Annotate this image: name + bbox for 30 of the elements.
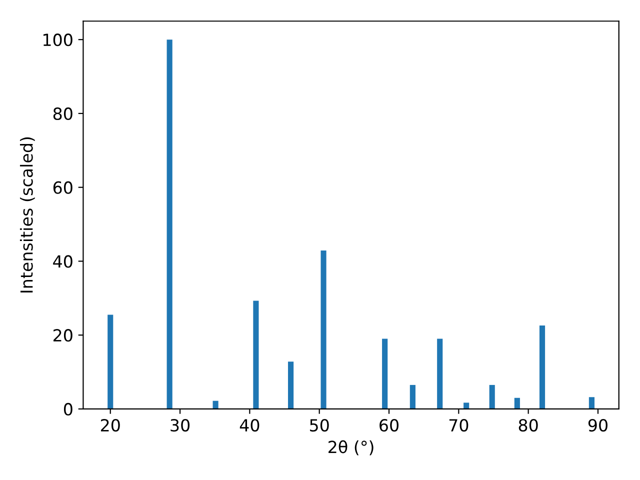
bar bbox=[212, 400, 218, 409]
x-tick-label: 60 bbox=[380, 418, 398, 432]
x-tick-label: 50 bbox=[310, 418, 329, 432]
x-tick-label: 80 bbox=[518, 418, 538, 432]
bar bbox=[288, 362, 294, 409]
y-axis-title: Intensities (scaled) bbox=[20, 137, 35, 292]
bar bbox=[108, 314, 114, 409]
bar bbox=[166, 40, 172, 409]
x-tick-label: 20 bbox=[100, 418, 120, 432]
bar bbox=[489, 384, 495, 409]
y-tick-label: 40 bbox=[53, 255, 72, 268]
x-tick-label: 30 bbox=[170, 418, 190, 432]
x-tick-label: 70 bbox=[449, 418, 468, 432]
x-tick-label: 90 bbox=[588, 418, 608, 432]
bar bbox=[588, 397, 594, 409]
bar bbox=[320, 250, 326, 409]
x-axis-title: 2θ (°) bbox=[328, 440, 374, 456]
y-tick-label: 80 bbox=[53, 107, 72, 120]
bar bbox=[253, 300, 259, 409]
y-tick-label: 100 bbox=[43, 34, 72, 46]
bar bbox=[539, 325, 546, 409]
bar bbox=[382, 338, 388, 409]
y-tick-label: 60 bbox=[53, 181, 72, 194]
y-tick-label: 0 bbox=[64, 402, 72, 416]
bar bbox=[514, 398, 520, 409]
bar bbox=[410, 384, 416, 409]
bar bbox=[464, 402, 470, 409]
x-tick-label: 40 bbox=[240, 418, 260, 432]
y-tick-label: 20 bbox=[53, 329, 72, 342]
bar bbox=[437, 338, 443, 409]
